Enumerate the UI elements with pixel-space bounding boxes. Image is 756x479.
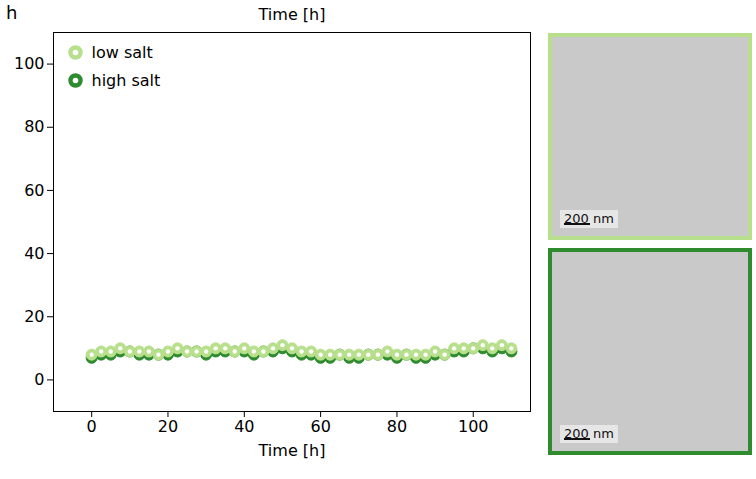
svg-text:20: 20 — [24, 307, 44, 326]
svg-text:Time [h]: Time [h] — [258, 5, 326, 24]
html-text:200 nm: 200 nm — [564, 211, 614, 226]
svg-text:60: 60 — [24, 181, 44, 200]
svg-text:low salt: low salt — [92, 43, 153, 62]
svg-text:high salt: high salt — [92, 71, 161, 90]
svg-text:0: 0 — [34, 370, 44, 389]
svg-text:80: 80 — [387, 417, 407, 436]
svg-text:20: 20 — [158, 417, 178, 436]
svg-text:40: 40 — [234, 417, 254, 436]
svg-text:0: 0 — [87, 417, 97, 436]
svg-text:80: 80 — [24, 117, 44, 136]
html-text:h: h — [6, 2, 18, 23]
svg-text:40: 40 — [24, 244, 44, 263]
svg-text:100: 100 — [458, 417, 489, 436]
html-text:200 nm: 200 nm — [564, 426, 614, 441]
svg-text:100: 100 — [14, 54, 45, 73]
svg-text:60: 60 — [310, 417, 330, 436]
svg-text:Time [h]: Time [h] — [258, 441, 326, 460]
